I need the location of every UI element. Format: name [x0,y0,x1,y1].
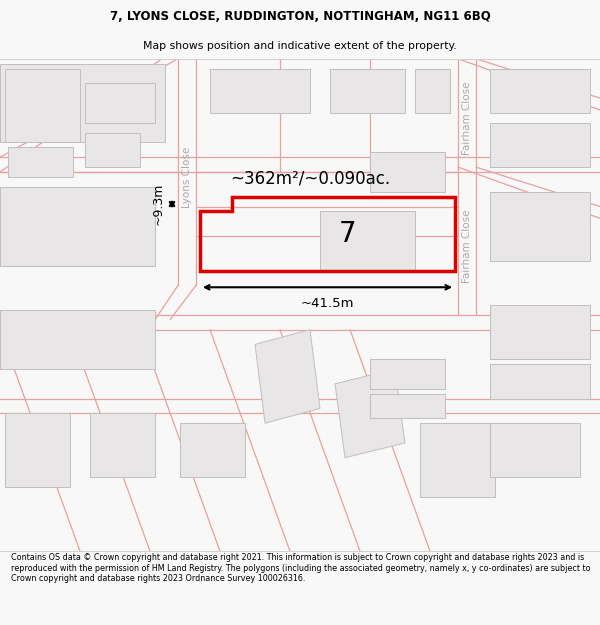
Bar [90,413,155,478]
Bar [8,148,73,177]
Bar [8,83,78,138]
Bar [330,69,405,113]
Bar [0,187,155,266]
Bar [85,132,140,167]
Text: 7: 7 [338,219,356,248]
Bar [5,413,70,488]
Bar [0,310,155,369]
Bar [490,305,590,359]
Bar [5,69,80,142]
Text: Lyons Close: Lyons Close [182,146,192,208]
Bar [420,423,495,497]
Polygon shape [255,329,320,423]
Bar [180,423,245,478]
Bar [490,122,590,167]
Bar [490,423,580,478]
Bar [370,394,445,418]
Text: Contains OS data © Crown copyright and database right 2021. This information is : Contains OS data © Crown copyright and d… [11,554,590,583]
Bar [85,83,155,122]
Bar [490,192,590,261]
Bar [490,364,590,399]
Text: Map shows position and indicative extent of the property.: Map shows position and indicative extent… [143,41,457,51]
Text: Fairham Close: Fairham Close [462,209,472,282]
Text: ~362m²/~0.090ac.: ~362m²/~0.090ac. [230,170,390,188]
Polygon shape [335,369,405,458]
Text: Fairham Close: Fairham Close [462,81,472,154]
Bar [370,152,445,192]
Bar [210,69,310,113]
Bar [320,211,415,271]
Text: 7, LYONS CLOSE, RUDDINGTON, NOTTINGHAM, NG11 6BQ: 7, LYONS CLOSE, RUDDINGTON, NOTTINGHAM, … [110,10,490,23]
Text: ~9.3m: ~9.3m [151,183,164,225]
Bar [415,69,450,113]
Text: ~41.5m: ~41.5m [301,296,354,309]
Bar [490,69,590,113]
Bar [0,64,165,142]
Bar [370,359,445,389]
